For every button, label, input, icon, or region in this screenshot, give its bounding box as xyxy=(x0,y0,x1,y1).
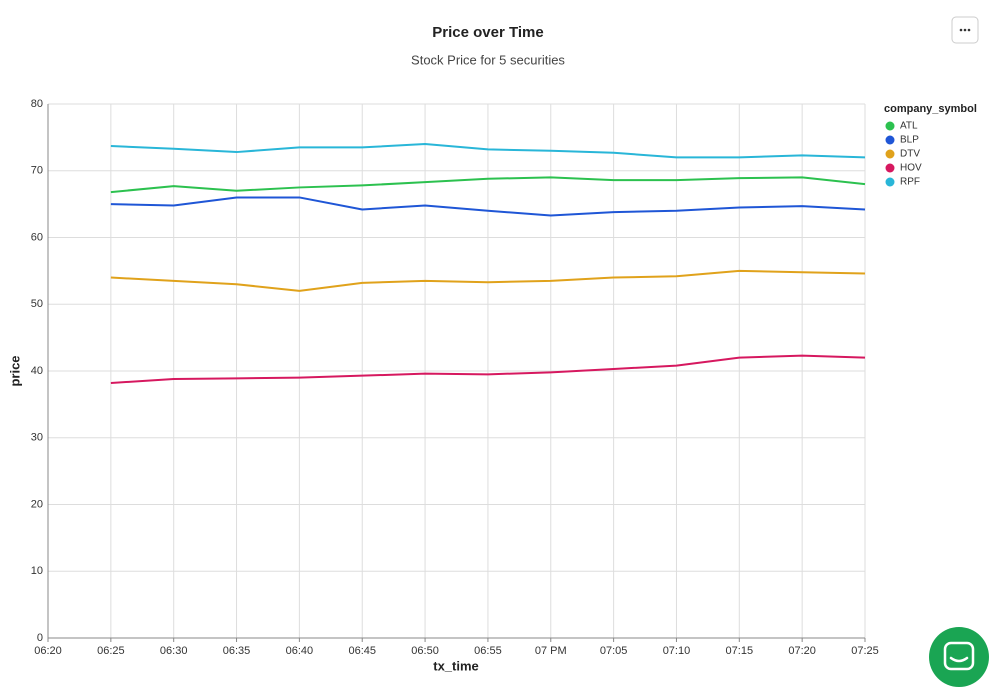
legend-swatch xyxy=(885,163,895,173)
x-tick-label: 06:25 xyxy=(97,645,125,657)
line-series xyxy=(110,196,866,217)
menu-dot xyxy=(963,28,967,32)
y-tick-label: 0 xyxy=(37,632,43,644)
x-tick-label: 07:15 xyxy=(726,645,754,657)
y-tick-label: 80 xyxy=(31,98,43,110)
y-tick-label: 20 xyxy=(31,498,43,510)
menu-dot xyxy=(959,28,963,32)
legend-title: company_symbol xyxy=(884,103,977,115)
x-tick-label: 06:55 xyxy=(474,645,502,657)
y-tick-label: 40 xyxy=(31,365,43,377)
chat-smile xyxy=(949,656,969,663)
chart-title: Price over Time xyxy=(432,24,543,41)
chart-subtitle: Stock Price for 5 securities xyxy=(411,52,565,67)
chat-circle[interactable] xyxy=(929,627,989,687)
y-tick-label: 30 xyxy=(31,432,43,444)
line-series xyxy=(110,269,866,292)
legend-label: HOV xyxy=(900,163,922,174)
legend-label: DTV xyxy=(900,149,920,160)
x-axis-label: tx_time xyxy=(433,658,479,673)
line-series xyxy=(110,354,866,385)
y-axis-label: price xyxy=(7,355,22,386)
chat-button[interactable] xyxy=(929,627,989,687)
x-tick-label: 07:25 xyxy=(851,645,879,657)
legend-swatch xyxy=(885,177,895,187)
line-series xyxy=(110,143,866,159)
x-tick-label: 07:05 xyxy=(600,645,628,657)
legend-swatch xyxy=(885,149,895,159)
x-tick-label: 06:30 xyxy=(160,645,188,657)
x-tick-label: 07:10 xyxy=(663,645,691,657)
legend-label: ATL xyxy=(900,121,918,132)
y-tick-label: 10 xyxy=(31,565,43,577)
legend-label: BLP xyxy=(900,135,919,146)
y-tick-label: 60 xyxy=(31,231,43,243)
legend-label: RPF xyxy=(900,177,920,188)
y-tick-label: 50 xyxy=(31,298,43,310)
menu-dot xyxy=(967,28,971,32)
x-tick-label: 07:20 xyxy=(788,645,816,657)
x-tick-label: 06:50 xyxy=(411,645,439,657)
y-tick-label: 70 xyxy=(31,165,43,177)
x-tick-label: 06:45 xyxy=(348,645,376,657)
x-tick-label: 06:35 xyxy=(223,645,251,657)
x-tick-label: 06:20 xyxy=(34,645,62,657)
x-tick-label: 07 PM xyxy=(535,645,567,657)
legend-swatch xyxy=(885,121,895,131)
chat-icon xyxy=(943,641,975,671)
menu-button[interactable] xyxy=(951,16,979,44)
line-series xyxy=(110,176,866,194)
x-tick-label: 06:40 xyxy=(286,645,314,657)
legend-swatch xyxy=(885,135,895,145)
